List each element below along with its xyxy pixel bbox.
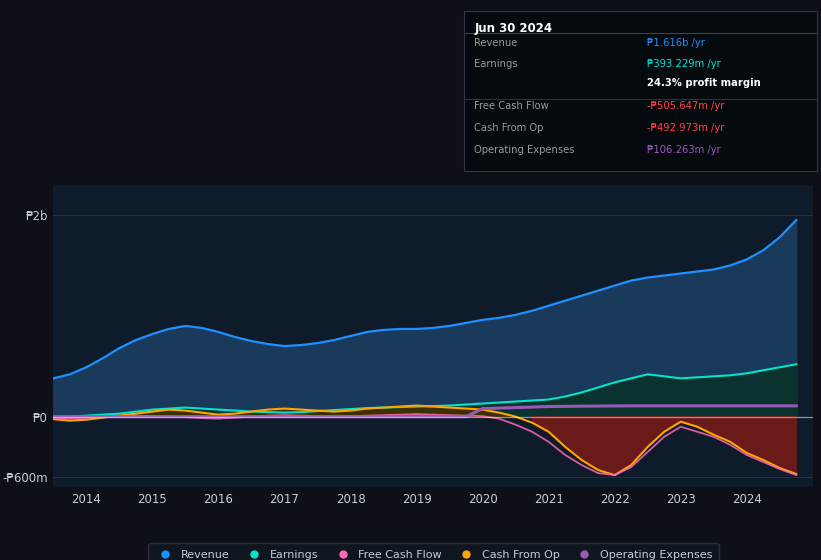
Text: Free Cash Flow: Free Cash Flow xyxy=(475,101,549,110)
Text: -₱505.647m /yr: -₱505.647m /yr xyxy=(648,101,725,110)
Text: Revenue: Revenue xyxy=(475,38,518,48)
Text: Cash From Op: Cash From Op xyxy=(475,123,544,133)
Text: -₱492.973m /yr: -₱492.973m /yr xyxy=(648,123,725,133)
Text: ₱106.263m /yr: ₱106.263m /yr xyxy=(648,145,721,155)
Text: Earnings: Earnings xyxy=(475,59,518,69)
Text: ₱393.229m /yr: ₱393.229m /yr xyxy=(648,59,721,69)
Text: Jun 30 2024: Jun 30 2024 xyxy=(475,22,553,35)
Text: ₱1.616b /yr: ₱1.616b /yr xyxy=(648,38,705,48)
Text: 24.3% profit margin: 24.3% profit margin xyxy=(648,78,761,88)
Legend: Revenue, Earnings, Free Cash Flow, Cash From Op, Operating Expenses: Revenue, Earnings, Free Cash Flow, Cash … xyxy=(148,543,718,560)
Text: Operating Expenses: Operating Expenses xyxy=(475,145,575,155)
